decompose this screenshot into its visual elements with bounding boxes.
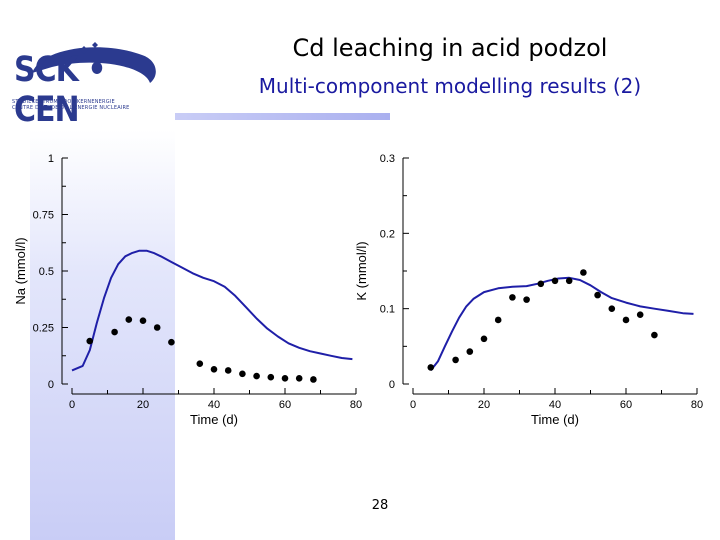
na-data-point (253, 372, 260, 380)
k-data-point (622, 316, 630, 324)
na-data-point (224, 367, 232, 374)
k-data-point (580, 269, 587, 276)
k-y-axis-label: K (mmol/l) (354, 241, 369, 300)
na-x-tick-label: 40 (208, 399, 220, 411)
na-x-tick-label: 20 (137, 399, 149, 411)
k-data-point (452, 356, 459, 364)
na-data-point (125, 316, 133, 323)
page-number: 28 (371, 498, 389, 513)
na-x-tick-label: 0 (69, 399, 75, 411)
k-data-point (480, 335, 488, 343)
sck-cen-logo: SCK • CEN STUDIECENTRUM VOOR KERNENERGIE… (12, 35, 172, 130)
na-model-line (71, 249, 353, 372)
k-data-point (651, 331, 658, 339)
na-data-point (210, 366, 218, 373)
k-data-point (427, 364, 435, 371)
na-y-axis-label: Na (mmol/l) (13, 237, 28, 304)
k-data-point (537, 280, 545, 288)
k-x-tick-label: 20 (478, 399, 490, 411)
k-data-point (594, 291, 601, 299)
slide-title: Cd leaching in acid podzol (292, 34, 608, 62)
na-y-tick-label: 0.75 (33, 210, 54, 222)
k-x-tick-label: 40 (549, 399, 561, 411)
na-y-tick-label: 0 (48, 379, 54, 391)
logo-tagline-line2: CENTRE D'ETUDE DE L'ENERGIE NUCLEAIRE (12, 105, 130, 111)
na-data-point (281, 375, 289, 382)
k-x-tick-label: 80 (691, 399, 703, 411)
na-data-point (86, 337, 94, 345)
k-y-tick-label: 0.2 (380, 228, 395, 240)
na-data-point (295, 375, 303, 382)
k-data-point (636, 311, 644, 318)
slide-subtitle: Multi-component modelling results (2) (258, 74, 642, 98)
na-data-point (168, 338, 175, 346)
k-y-tick-label: 0.1 (380, 304, 395, 316)
na-data-point (310, 376, 317, 383)
na-x-tick-label: 80 (350, 399, 362, 411)
logo-tagline: STUDIECENTRUM VOOR KERNENERGIE CENTRE D'… (12, 99, 162, 111)
k-y-tick-label: 0 (389, 379, 395, 391)
k-x-tick-label: 0 (410, 399, 416, 411)
title-accent-bar (175, 113, 390, 120)
k-y-tick-label: 0.3 (380, 153, 395, 165)
na-y-tick-label: 1 (48, 153, 54, 165)
na-data-point (239, 370, 246, 378)
logo-swoosh-icon (32, 42, 156, 83)
k-data-point (565, 277, 573, 285)
na-data-point (111, 328, 118, 336)
na-x-axis-label: Time (d) (190, 412, 238, 427)
na-data-point (139, 317, 147, 325)
na-y-tick-label: 0.5 (39, 266, 54, 278)
k-x-tick-label: 60 (620, 399, 632, 411)
k-model-line (430, 276, 694, 372)
side-gradient-band (30, 130, 175, 540)
k-data-point (466, 348, 474, 355)
k-data-point (494, 316, 502, 324)
k-x-axis-label: Time (d) (531, 412, 579, 427)
k-data-point (509, 294, 516, 301)
k-data-point (608, 305, 616, 312)
k-data-point (523, 296, 530, 303)
na-x-tick-label: 60 (279, 399, 291, 411)
logo-wordmark: SCK • CEN (14, 49, 107, 131)
na-data-point (196, 360, 204, 367)
na-data-point (153, 324, 161, 331)
logo-tagline-line1: STUDIECENTRUM VOOR KERNENERGIE (12, 99, 115, 105)
na-data-point (267, 373, 275, 381)
na-y-tick-label: 0.25 (33, 323, 54, 335)
k-data-point (551, 277, 559, 285)
